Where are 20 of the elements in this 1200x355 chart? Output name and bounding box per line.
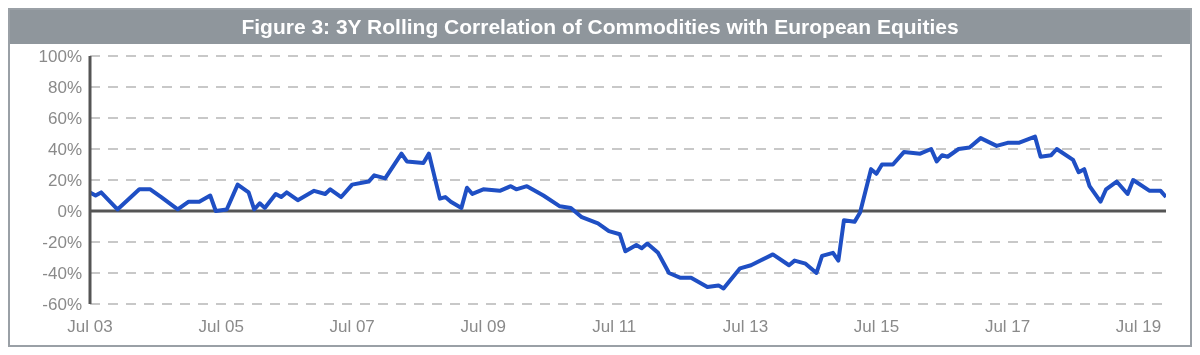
y-tick-label: 80% — [47, 78, 82, 98]
y-tick-label: 100% — [38, 47, 82, 67]
y-tick-label: 60% — [47, 109, 82, 129]
x-tick-label: Jul 19 — [1115, 317, 1162, 337]
y-tick-label: 20% — [47, 171, 82, 191]
y-tick-label: -60% — [42, 295, 82, 315]
x-tick-label: Jul 15 — [853, 317, 900, 337]
y-tick-label: -40% — [42, 264, 82, 284]
y-tick-label: 0% — [57, 202, 82, 222]
x-tick-label: Jul 03 — [67, 317, 113, 337]
x-tick-label: Jul 13 — [722, 317, 769, 337]
y-tick-label: 40% — [47, 140, 82, 160]
chart-title: Figure 3: 3Y Rolling Correlation of Commodities with European Equities — [10, 10, 1190, 44]
x-tick-label: Jul 09 — [460, 317, 506, 337]
x-tick-label: Jul 07 — [329, 317, 375, 337]
x-tick-label: Jul 17 — [984, 317, 1031, 337]
line-series — [90, 134, 1166, 291]
x-tick-label: Jul 05 — [198, 317, 244, 337]
x-tick-label: Jul 11 — [592, 317, 637, 337]
y-tick-label: -20% — [42, 233, 82, 253]
